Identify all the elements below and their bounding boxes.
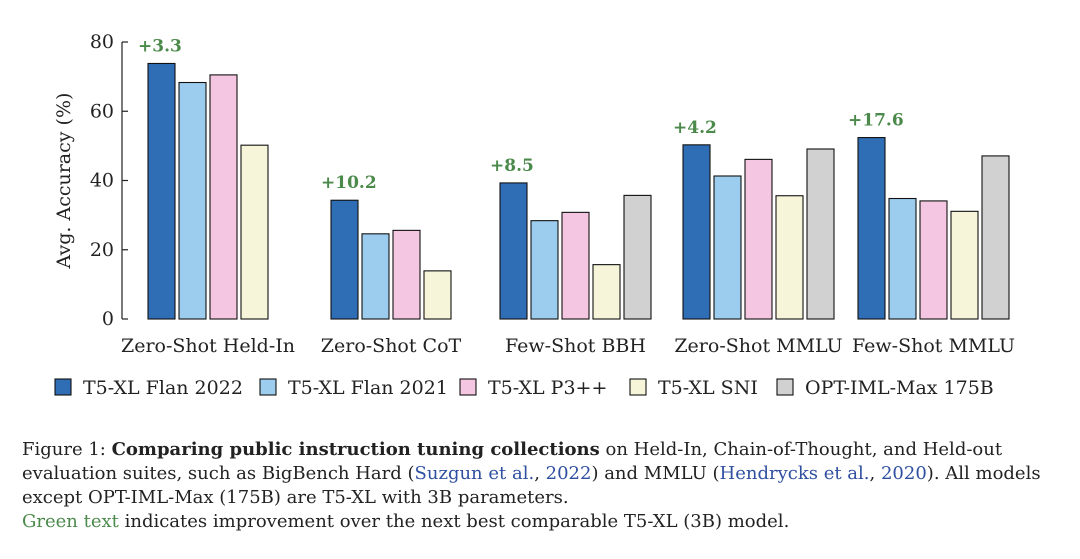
- bar-3-1: [713, 175, 742, 320]
- bar-1-0: [330, 199, 359, 320]
- bar-2-2: [561, 211, 590, 320]
- x-category-label-3: Zero-Shot MMLU: [674, 335, 842, 357]
- y-tick-label: 20: [90, 239, 114, 261]
- bar-4-2: [919, 200, 948, 320]
- bar-2-1: [530, 220, 559, 320]
- bar-4-1: [888, 197, 917, 320]
- bar-3-3: [775, 195, 804, 320]
- figure-chart: 0 20 40 60 80 Avg. Accuracy (%) +3.3 Zero-Shot …: [53, 31, 1015, 399]
- x-category-label-1: Zero-Shot CoT: [321, 335, 462, 357]
- citation-hendrycks-author[interactable]: Hendrycks et al.: [719, 463, 870, 484]
- bar-3-0: [682, 144, 711, 320]
- citation-hendrycks-year[interactable]: 2020: [880, 463, 927, 484]
- caption-title: Comparing public instruction tuning coll…: [111, 439, 600, 460]
- bar-3-4: [806, 148, 835, 320]
- bar-4-4: [981, 155, 1010, 320]
- caption-paragraph: Figure 1: Comparing public instruction t…: [22, 438, 1062, 510]
- bar-0-1: [178, 81, 207, 320]
- legend-label-4: OPT-IML-Max 175B: [805, 377, 994, 399]
- legend-swatch-0: [54, 378, 72, 396]
- legend-swatch-4: [776, 378, 794, 396]
- improvement-label-0: +3.3: [138, 36, 182, 56]
- legend-label-3: T5-XL SNI: [658, 377, 758, 399]
- caption-figure-label: Figure 1:: [22, 439, 106, 460]
- legend-label-0: T5-XL Flan 2022: [83, 377, 243, 399]
- caption-green-text: Green text: [22, 511, 119, 532]
- caption-note: Green text indicates improvement over th…: [22, 510, 1062, 534]
- caption-text-2: ) and MMLU (: [591, 463, 720, 484]
- x-category-label-0: Zero-Shot Held-In: [121, 335, 295, 357]
- figure-caption: Figure 1: Comparing public instruction t…: [22, 438, 1062, 534]
- caption-text-1: on Held-In, Chain-of-Thought, and Held-o…: [22, 439, 1003, 484]
- bar-2-4: [623, 194, 652, 320]
- x-category-label-2: Few-Shot BBH: [505, 335, 646, 357]
- y-tick-label: 40: [90, 170, 114, 192]
- bar-1-2: [392, 229, 421, 320]
- bar-1-3: [423, 270, 452, 320]
- improvement-label-4: +17.6: [848, 111, 904, 131]
- bar-1-1: [361, 233, 390, 320]
- improvement-label-2: +8.5: [490, 156, 534, 176]
- caption-text-4: indicates improvement over the next best…: [118, 511, 790, 532]
- legend-swatch-1: [259, 378, 277, 396]
- bar-2-3: [592, 264, 621, 320]
- caption-text-3: ). All models except OPT-IML-Max (175B) …: [22, 463, 1041, 508]
- bar-4-0: [857, 137, 886, 320]
- improvement-label-3: +4.2: [673, 118, 717, 138]
- bar-2-0: [499, 182, 528, 320]
- legend-swatch-2: [459, 378, 477, 396]
- citation-suzgun-year[interactable]: 2022: [545, 463, 592, 484]
- y-tick-label: 0: [102, 308, 114, 330]
- caption-sep-1: ,: [534, 463, 546, 484]
- bar-3-2: [744, 158, 773, 320]
- legend-label-1: T5-XL Flan 2021: [288, 377, 448, 399]
- y-tick-label: 60: [90, 100, 114, 122]
- caption-sep-2: ,: [869, 463, 881, 484]
- bar-4-3: [950, 210, 979, 320]
- bar-chart: 0 20 40 60 80 Avg. Accuracy (%) +3.3 Zero-Shot …: [53, 31, 1015, 399]
- y-tick-label: 80: [90, 31, 114, 53]
- legend-swatch-3: [629, 378, 647, 396]
- y-axis-label: Avg. Accuracy (%): [53, 93, 75, 270]
- bar-0-0: [147, 62, 176, 320]
- legend-label-2: T5-XL P3++: [488, 377, 607, 399]
- citation-suzgun-author[interactable]: Suzgun et al.: [414, 463, 535, 484]
- bar-0-2: [209, 74, 238, 320]
- bar-0-3: [240, 144, 269, 320]
- improvement-label-1: +10.2: [321, 173, 377, 193]
- x-category-label-4: Few-Shot MMLU: [852, 335, 1015, 357]
